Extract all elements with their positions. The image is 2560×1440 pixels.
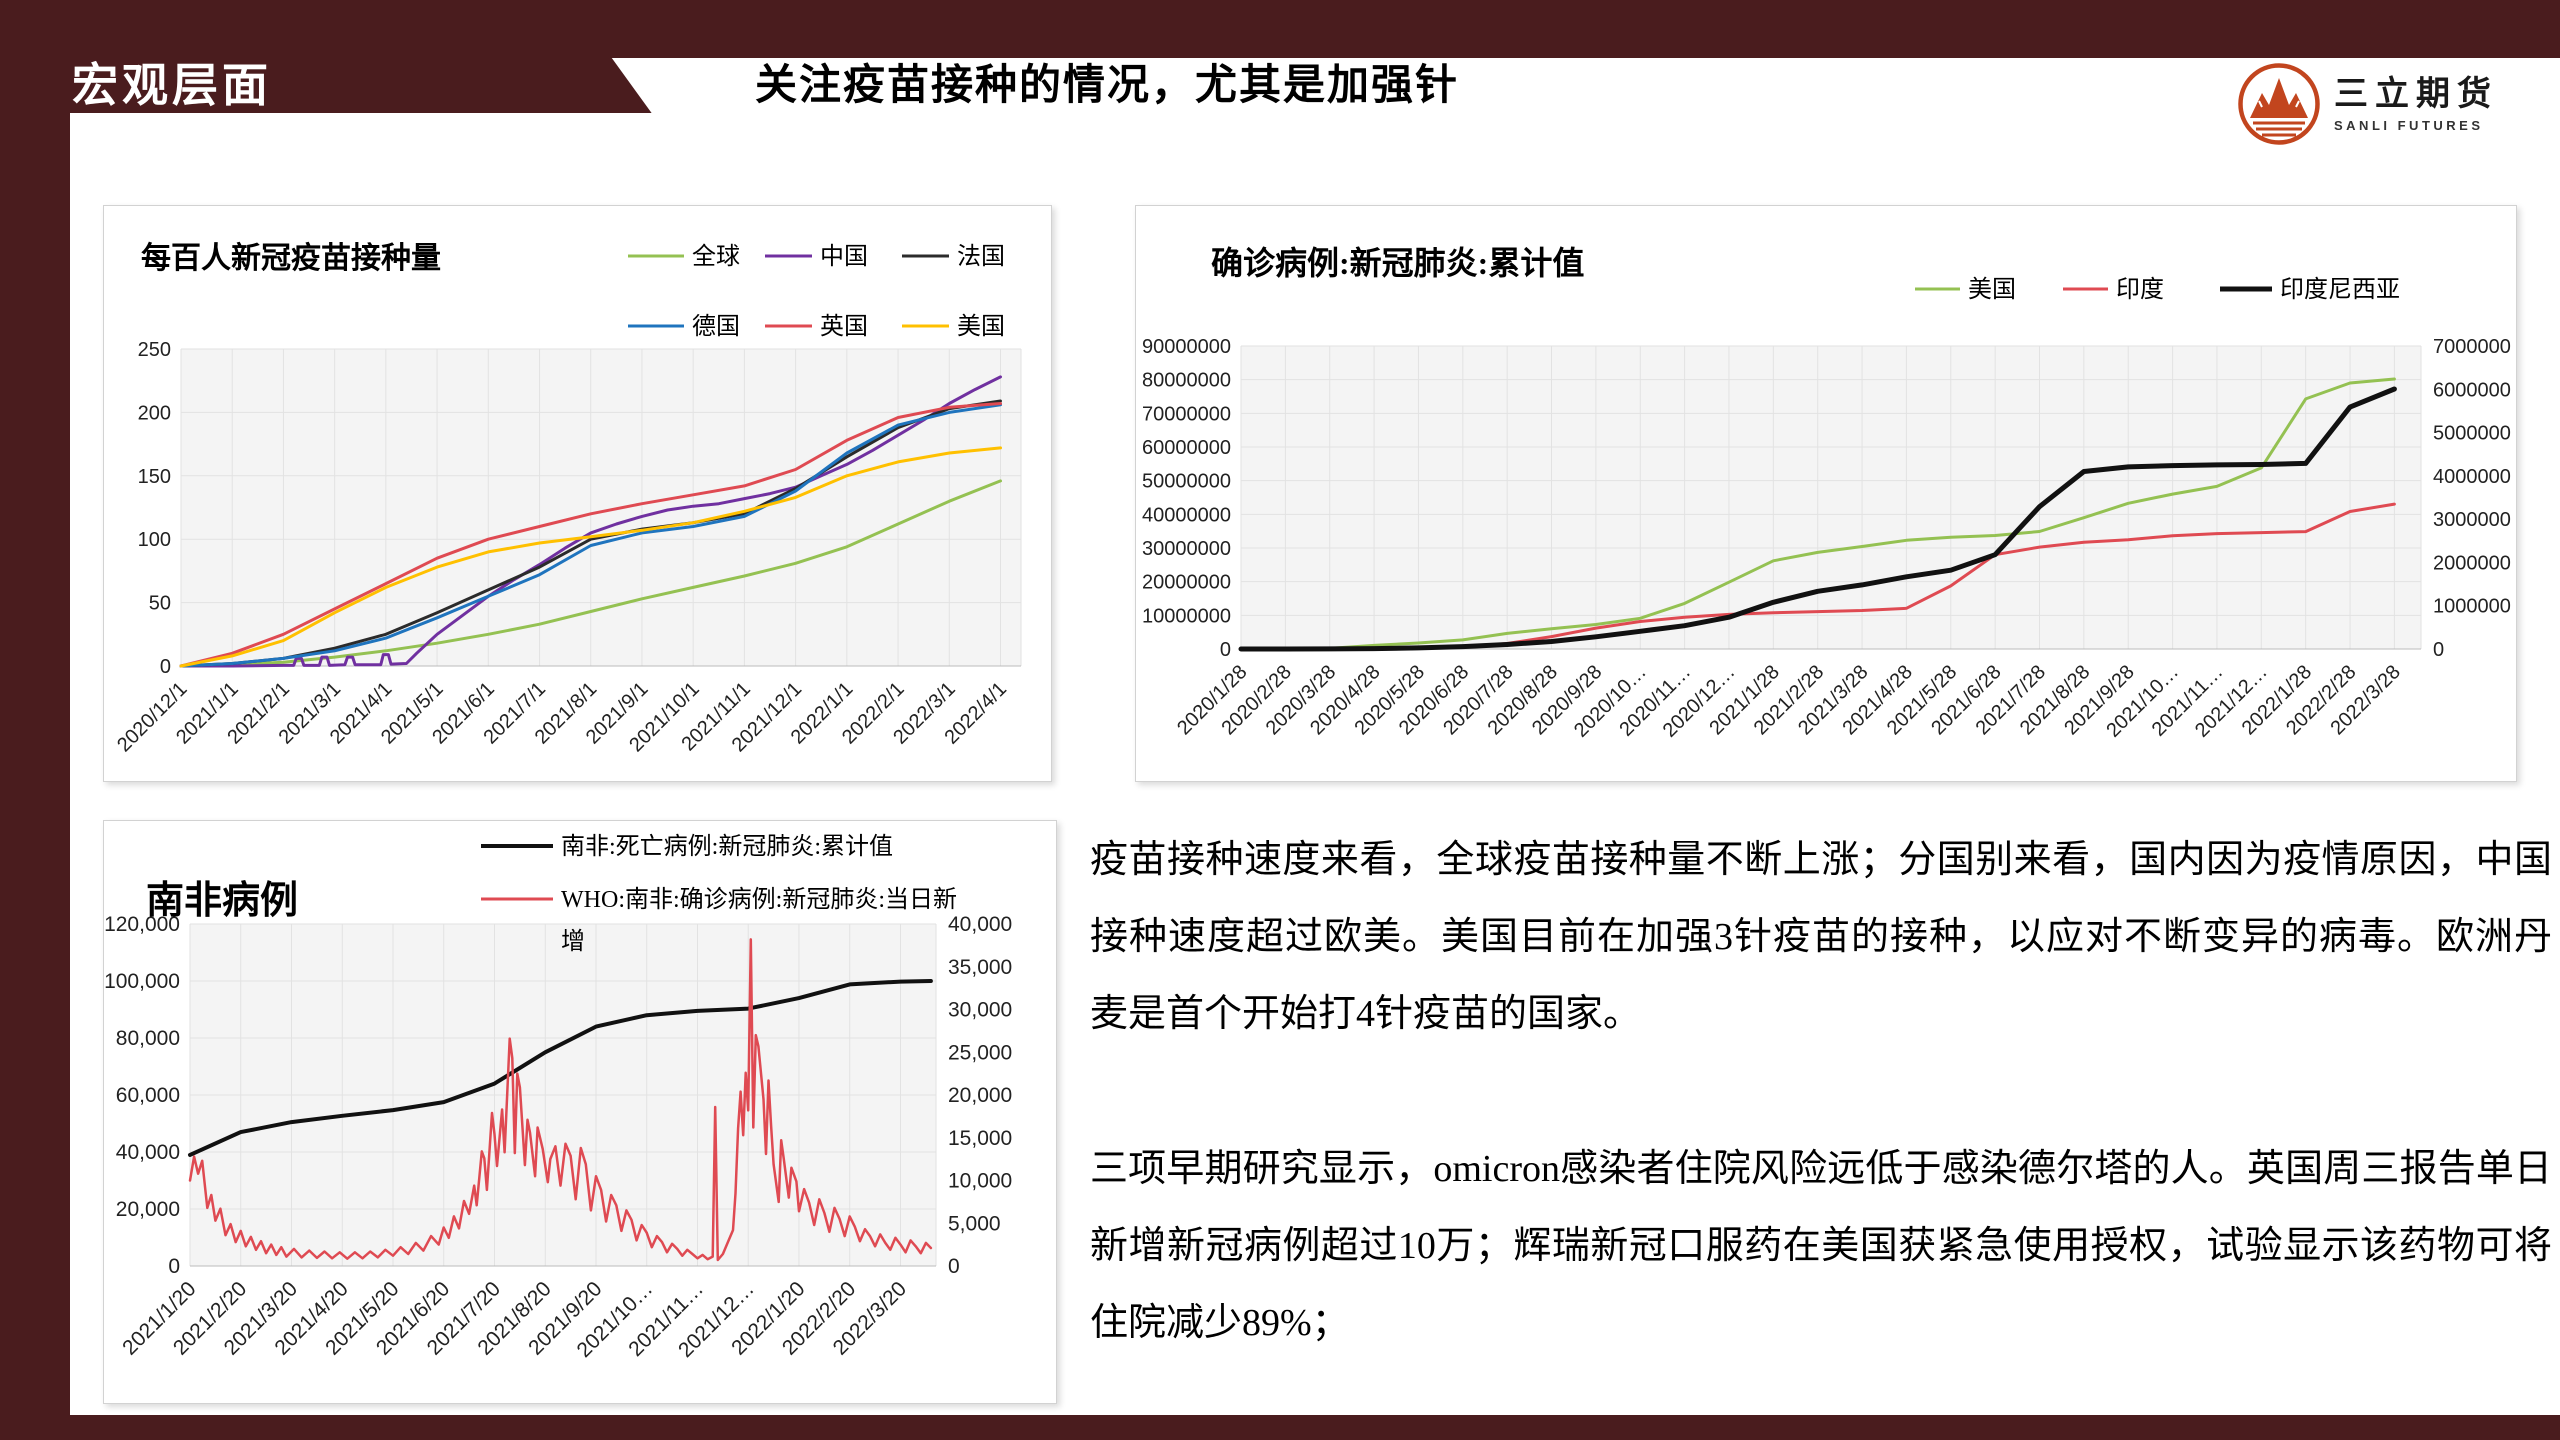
y-axis-right-tick-label: 5,000: [948, 1212, 1001, 1235]
legend-item-label: 德国: [692, 313, 740, 340]
logo-name-cn: 三立期货: [2334, 75, 2498, 113]
y-axis-tick-label: 20000000: [1142, 572, 1231, 594]
y-axis-tick-label: 200: [138, 402, 171, 424]
y-axis-tick-label: 60000000: [1142, 437, 1231, 459]
legend-item-label: 印度尼西亚: [2280, 276, 2400, 303]
section-label: 宏观层面: [72, 60, 272, 111]
y-axis-tick-label: 50: [149, 593, 171, 615]
chart-title: 南非病例: [146, 880, 298, 922]
y-axis-tick-label: 60,000: [116, 1084, 180, 1107]
y-axis-tick-label: 80000000: [1142, 370, 1231, 392]
series-line: [179, 479, 1002, 668]
chart-title: 每百人新冠疫苗接种量: [141, 241, 441, 275]
series-line: [188, 938, 933, 1262]
chart-panel-south-africa: 0 20,000 40,000 60,000 80,000 100,000 120,000 0…: [103, 820, 1057, 1404]
legend-item-label: 法国: [957, 243, 1005, 270]
commentary-paragraph-2: 三项早期研究显示，omicron感染者住院风险远低于感染德尔塔的人。英国周三报告…: [1090, 1148, 2552, 1344]
chart-panel-vaccinations-per-100: 0 50 100 150 200 250 2020/12/1 2021/1/1 2021/2/1…: [103, 205, 1052, 782]
y-axis-right-tick-label: 1000000: [2433, 596, 2511, 618]
legend-item-label-wrap: 增: [561, 928, 585, 955]
legend-item-label: 中国: [820, 243, 868, 270]
y-axis-tick-label: 80,000: [116, 1027, 180, 1050]
y-axis-tick-label: 150: [138, 466, 171, 488]
legend-item-label: 印度: [2116, 276, 2164, 303]
footer-bar: [0, 1415, 2560, 1440]
legend-item-label: 美国: [957, 313, 1005, 340]
chart-panel-confirmed-cases: 0 10000000 20000000 30000000 40000000 5000000…: [1135, 205, 2517, 782]
logo-name-en: SANLI FUTURES: [2334, 118, 2484, 133]
y-axis-right-tick-label: 7000000: [2433, 336, 2511, 358]
y-axis-right-tick-label: 15,000: [948, 1127, 1012, 1150]
legend-item-label: WHO:南非:确诊病例:新冠肺炎:当日新: [561, 886, 957, 913]
series-line: [188, 979, 933, 1157]
y-axis-tick-label: 120,000: [104, 913, 180, 936]
series-line: [179, 402, 1002, 668]
y-axis-tick-label: 0: [1220, 639, 1231, 661]
y-axis-right-tick-label: 40,000: [948, 913, 1012, 936]
confirmed-cases-line-chart: 0100000002000000030000000400000005000000…: [1142, 245, 2511, 742]
y-axis-tick-label: 90000000: [1142, 336, 1231, 358]
legend-item-label: 全球: [692, 243, 740, 270]
y-axis-right-tick-label: 6000000: [2433, 379, 2511, 401]
y-axis-right-tick-label: 3000000: [2433, 509, 2511, 531]
series-line: [179, 399, 1002, 668]
y-axis-tick-label: 0: [160, 656, 171, 678]
y-axis-tick-label: 10000000: [1142, 605, 1231, 627]
company-logo: 三立期货 SANLI FUTURES: [2236, 60, 2526, 148]
y-axis-tick-label: 0: [168, 1255, 180, 1278]
south-africa-line-chart: 0 20,000 40,000 60,000 80,000 100,000 120,000 0…: [104, 833, 1012, 1362]
vaccinations-line-chart: 0501001502002502020/12/12021/1/12021/2/1…: [113, 241, 1022, 756]
x-axis-tick-label: 2020/12/1: [113, 678, 191, 756]
plot-area: [181, 349, 1021, 666]
page-title: 关注疫苗接种的情况，尤其是加强针: [755, 63, 1460, 109]
y-axis-right-tick-label: 5000000: [2433, 423, 2511, 445]
y-axis-right-tick-label: 20,000: [948, 1084, 1012, 1107]
commentary-text: 疫苗接种速度来看，全球疫苗接种量不断上涨；分国别来看，国内因为疫情原因，中国接种…: [1090, 822, 2552, 1362]
y-axis-right-tick-label: 25,000: [948, 1041, 1012, 1064]
logo-mountain-icon: [2238, 63, 2320, 145]
y-axis-tick-label: 100: [138, 529, 171, 551]
y-axis-tick-label: 50000000: [1142, 471, 1231, 493]
y-axis-right-tick-label: 0: [2433, 639, 2444, 661]
y-axis-right-tick-label: 4000000: [2433, 466, 2511, 488]
legend-item-label: 英国: [820, 313, 868, 340]
y-axis-tick-label: 30000000: [1142, 538, 1231, 560]
left-accent-bar: [0, 0, 70, 1440]
series-line: [1239, 377, 2396, 651]
y-axis-right-tick-label: 2000000: [2433, 552, 2511, 574]
legend-item-label: 美国: [1968, 276, 2016, 303]
series-line: [1238, 386, 2397, 652]
series-line: [179, 446, 1002, 668]
series-line: [179, 375, 1002, 668]
y-axis-right-tick-label: 30,000: [948, 999, 1012, 1022]
y-axis-tick-label: 250: [138, 339, 171, 361]
commentary-paragraph-1: 疫苗接种速度来看，全球疫苗接种量不断上涨；分国别来看，国内因为疫情原因，中国接种…: [1090, 839, 2552, 1035]
y-axis-tick-label: 20,000: [116, 1198, 180, 1221]
title-band: 关注疫苗接种的情况，尤其是加强针: [611, 58, 2560, 113]
plot-area: [1241, 346, 2421, 649]
y-axis-right-tick-label: 35,000: [948, 956, 1012, 979]
legend-item-label: 南非:死亡病例:新冠肺炎:累计值: [561, 833, 893, 860]
chart-title: 确诊病例:新冠肺炎:累计值: [1211, 245, 1584, 281]
y-axis-tick-label: 100,000: [104, 970, 180, 993]
series-line: [179, 403, 1002, 668]
logo-text: 三立期货 SANLI FUTURES: [2334, 75, 2498, 133]
y-axis-tick-label: 40,000: [116, 1141, 180, 1164]
y-axis-right-tick-label: 0: [948, 1255, 960, 1278]
y-axis-tick-label: 40000000: [1142, 504, 1231, 526]
y-axis-right-tick-label: 10,000: [948, 1170, 1012, 1193]
y-axis-tick-label: 70000000: [1142, 403, 1231, 425]
